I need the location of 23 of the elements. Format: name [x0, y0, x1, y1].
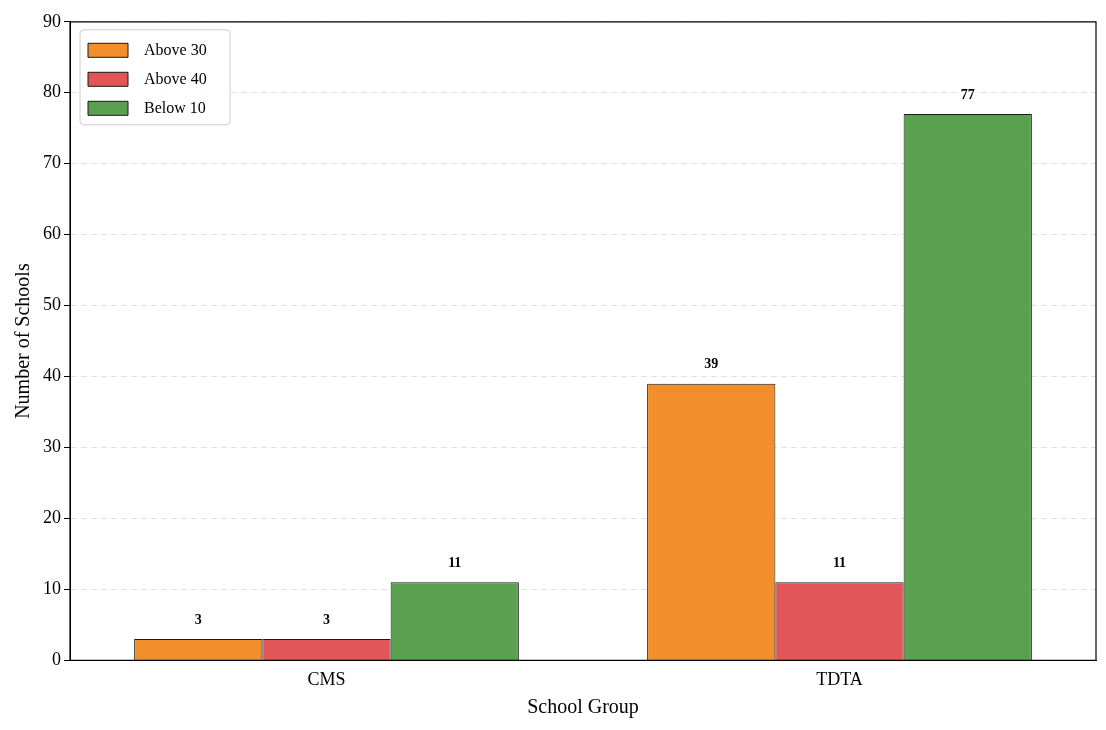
y-tick-label: 90: [43, 10, 61, 31]
x-axis-title: School Group: [527, 695, 639, 719]
y-tick-label: 60: [43, 223, 61, 244]
x-tick-label: CMS: [307, 668, 346, 689]
y-tick-label: 70: [43, 152, 61, 173]
data-label: 11: [448, 554, 462, 570]
y-tick-label: 10: [43, 578, 61, 599]
y-tick-label: 50: [43, 294, 61, 315]
x-tick-label: TDTA: [816, 668, 863, 689]
data-label: 77: [960, 86, 975, 102]
y-tick-label: 20: [43, 507, 61, 528]
legend-label: Above 30: [144, 40, 207, 58]
y-tick-label: 80: [43, 81, 61, 102]
y-tick-label: 40: [43, 365, 61, 386]
data-label: 3: [323, 611, 330, 627]
data-label: 11: [832, 554, 847, 570]
data-label: 3: [194, 611, 202, 627]
legend-label: Above 40: [144, 69, 207, 87]
data-label: 39: [704, 356, 719, 372]
y-tick-label: 0: [52, 649, 61, 670]
legend-label: Below 10: [144, 98, 206, 116]
y-tick-label: 30: [43, 436, 61, 457]
y-axis-title: Number of Schools: [11, 263, 34, 419]
